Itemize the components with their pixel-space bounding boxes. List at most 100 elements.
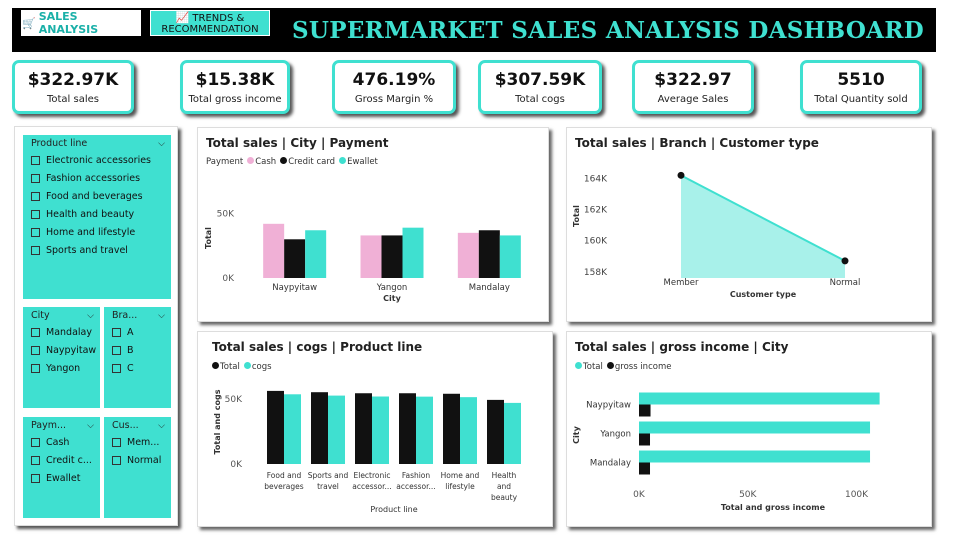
chart-panel-sales-income-city: Naypyitaw Yangon Mandalay 0K 50K 100K Total an… [566, 331, 932, 527]
x-axis-label: Total and gross income [721, 503, 826, 512]
bar [639, 433, 651, 446]
chevron-down-icon[interactable]: ⌵ [87, 310, 94, 321]
chevron-down-icon[interactable]: ⌵ [158, 420, 165, 431]
legend-dot [606, 362, 614, 369]
checkbox[interactable] [31, 227, 40, 237]
checkbox[interactable] [31, 327, 40, 337]
bar [504, 402, 521, 464]
dashboard-title: SUPERMARKET SALES ANALYSIS DASHBOARD [291, 16, 924, 44]
checkbox[interactable] [112, 455, 121, 465]
slicer-option[interactable]: A [104, 323, 171, 341]
branch-customer-area-chart: 158K 160K 162K 164K Member Normal Customer typ… [572, 171, 860, 299]
customer-type-slicer: Cus... ⌵ Mem... Normal [104, 417, 171, 518]
x-tick-label: travel [317, 482, 339, 491]
bar [305, 230, 327, 278]
kpi-value: $322.97 [654, 69, 732, 90]
slicer-option[interactable]: Normal [104, 451, 171, 469]
checkbox[interactable] [31, 245, 40, 255]
bar [399, 393, 416, 464]
checkbox[interactable] [112, 345, 121, 355]
kpi-value: $322.97K [27, 69, 119, 90]
x-axis-label: Product line [370, 505, 417, 514]
y-tick-label: 0K [222, 274, 235, 284]
checkbox[interactable] [31, 209, 40, 219]
x-tick-label: accessor... [352, 482, 391, 491]
slicer-option[interactable]: Ewallet [23, 469, 100, 487]
slicer-option[interactable]: Mem... [104, 433, 171, 451]
slicer-title: City [31, 310, 50, 321]
slicer-option[interactable]: B [104, 341, 171, 359]
slicer-option[interactable]: Food and beverages [23, 187, 171, 205]
checkbox[interactable] [31, 155, 40, 165]
kpi-value: 5510 [837, 69, 885, 90]
y-axis-label: Total [572, 205, 581, 227]
slicer-option[interactable]: Fashion accessories [23, 169, 171, 187]
chart-icon: 📈 [175, 10, 190, 24]
y-axis-label: Total [204, 227, 213, 249]
legend-dot [280, 157, 288, 164]
legend-dot [212, 362, 219, 369]
trends-recommendation-nav-button[interactable]: 📈 TRENDS & RECOMMENDATION [150, 10, 270, 36]
y-tick-label: 162K [584, 206, 608, 216]
y-tick-label: 0K [230, 460, 243, 470]
slicer-option[interactable]: Home and lifestyle [23, 223, 171, 241]
option-label: Naypyitaw [46, 344, 97, 356]
slicer-option[interactable]: Yangon [23, 359, 100, 377]
slicer-option[interactable]: C [104, 359, 171, 377]
legend-item[interactable]: Credit card [280, 157, 335, 167]
x-tick-label: Food and [267, 471, 302, 480]
checkbox[interactable] [112, 327, 121, 337]
legend-item[interactable]: Cash [247, 157, 276, 167]
product-line-slicer: Product line ⌵ Electronic accessories Fa… [23, 135, 171, 299]
slicer-option[interactable]: Electronic accessories [23, 151, 171, 169]
slicer-option[interactable]: Naypyitaw [23, 341, 100, 359]
slicer-option[interactable]: Credit c... [23, 451, 100, 469]
slicer-title: Cus... [112, 420, 139, 431]
chevron-down-icon[interactable]: ⌵ [158, 138, 165, 149]
chevron-down-icon[interactable]: ⌵ [158, 310, 165, 321]
legend-item[interactable]: Total [212, 362, 240, 372]
slicer-option[interactable]: Health and beauty [23, 205, 171, 223]
chart-legend: Total cogs [212, 362, 272, 372]
chevron-down-icon[interactable]: ⌵ [87, 420, 94, 431]
kpi-card-gross-income: $15.38K Total gross income [180, 60, 290, 114]
x-tick-label: Health [492, 471, 517, 480]
bar [284, 394, 301, 464]
slicer-header[interactable]: Cus... ⌵ [104, 417, 171, 433]
option-label: Fashion accessories [46, 172, 141, 184]
bar [267, 390, 284, 464]
bar [372, 396, 389, 464]
checkbox[interactable] [31, 173, 40, 183]
sales-analysis-nav-button[interactable]: 🛒 SALES ANALYSIS [21, 10, 141, 36]
slicer-option[interactable]: Sports and travel [23, 241, 171, 259]
x-tick-label: Member [664, 278, 699, 288]
slicer-option[interactable]: Mandalay [23, 323, 100, 341]
slicer-header[interactable]: Product line ⌵ [23, 135, 171, 151]
legend-item[interactable]: gross income [606, 362, 671, 372]
checkbox[interactable] [31, 191, 40, 201]
slicer-option[interactable]: Cash [23, 433, 100, 451]
bar [263, 223, 285, 278]
chart-legend: Payment Cash Credit card Ewallet [206, 157, 378, 167]
bar [639, 404, 651, 417]
checkbox[interactable] [31, 363, 40, 373]
slicer-title: Bra... [112, 310, 138, 321]
checkbox[interactable] [31, 437, 40, 447]
kpi-card-total-quantity: 5510 Total Quantity sold [800, 60, 922, 114]
legend-item[interactable]: Total [575, 362, 603, 372]
slicer-header[interactable]: City ⌵ [23, 307, 100, 323]
checkbox[interactable] [31, 455, 40, 465]
option-label: A [127, 326, 134, 338]
y-tick-label: Naypyitaw [586, 401, 631, 411]
slicer-header[interactable]: Bra... ⌵ [104, 307, 171, 323]
checkbox[interactable] [112, 363, 121, 373]
y-axis-label: City [572, 425, 581, 443]
bar [478, 230, 500, 278]
checkbox[interactable] [31, 345, 40, 355]
checkbox[interactable] [31, 473, 40, 483]
slicer-header[interactable]: Paym... ⌵ [23, 417, 100, 433]
legend-item[interactable]: Ewallet [339, 157, 378, 167]
checkbox[interactable] [112, 437, 121, 447]
sales-cogs-bar-chart: 0K 50K Food and beverages Sports and travel El… [213, 389, 521, 514]
legend-item[interactable]: cogs [243, 362, 272, 372]
